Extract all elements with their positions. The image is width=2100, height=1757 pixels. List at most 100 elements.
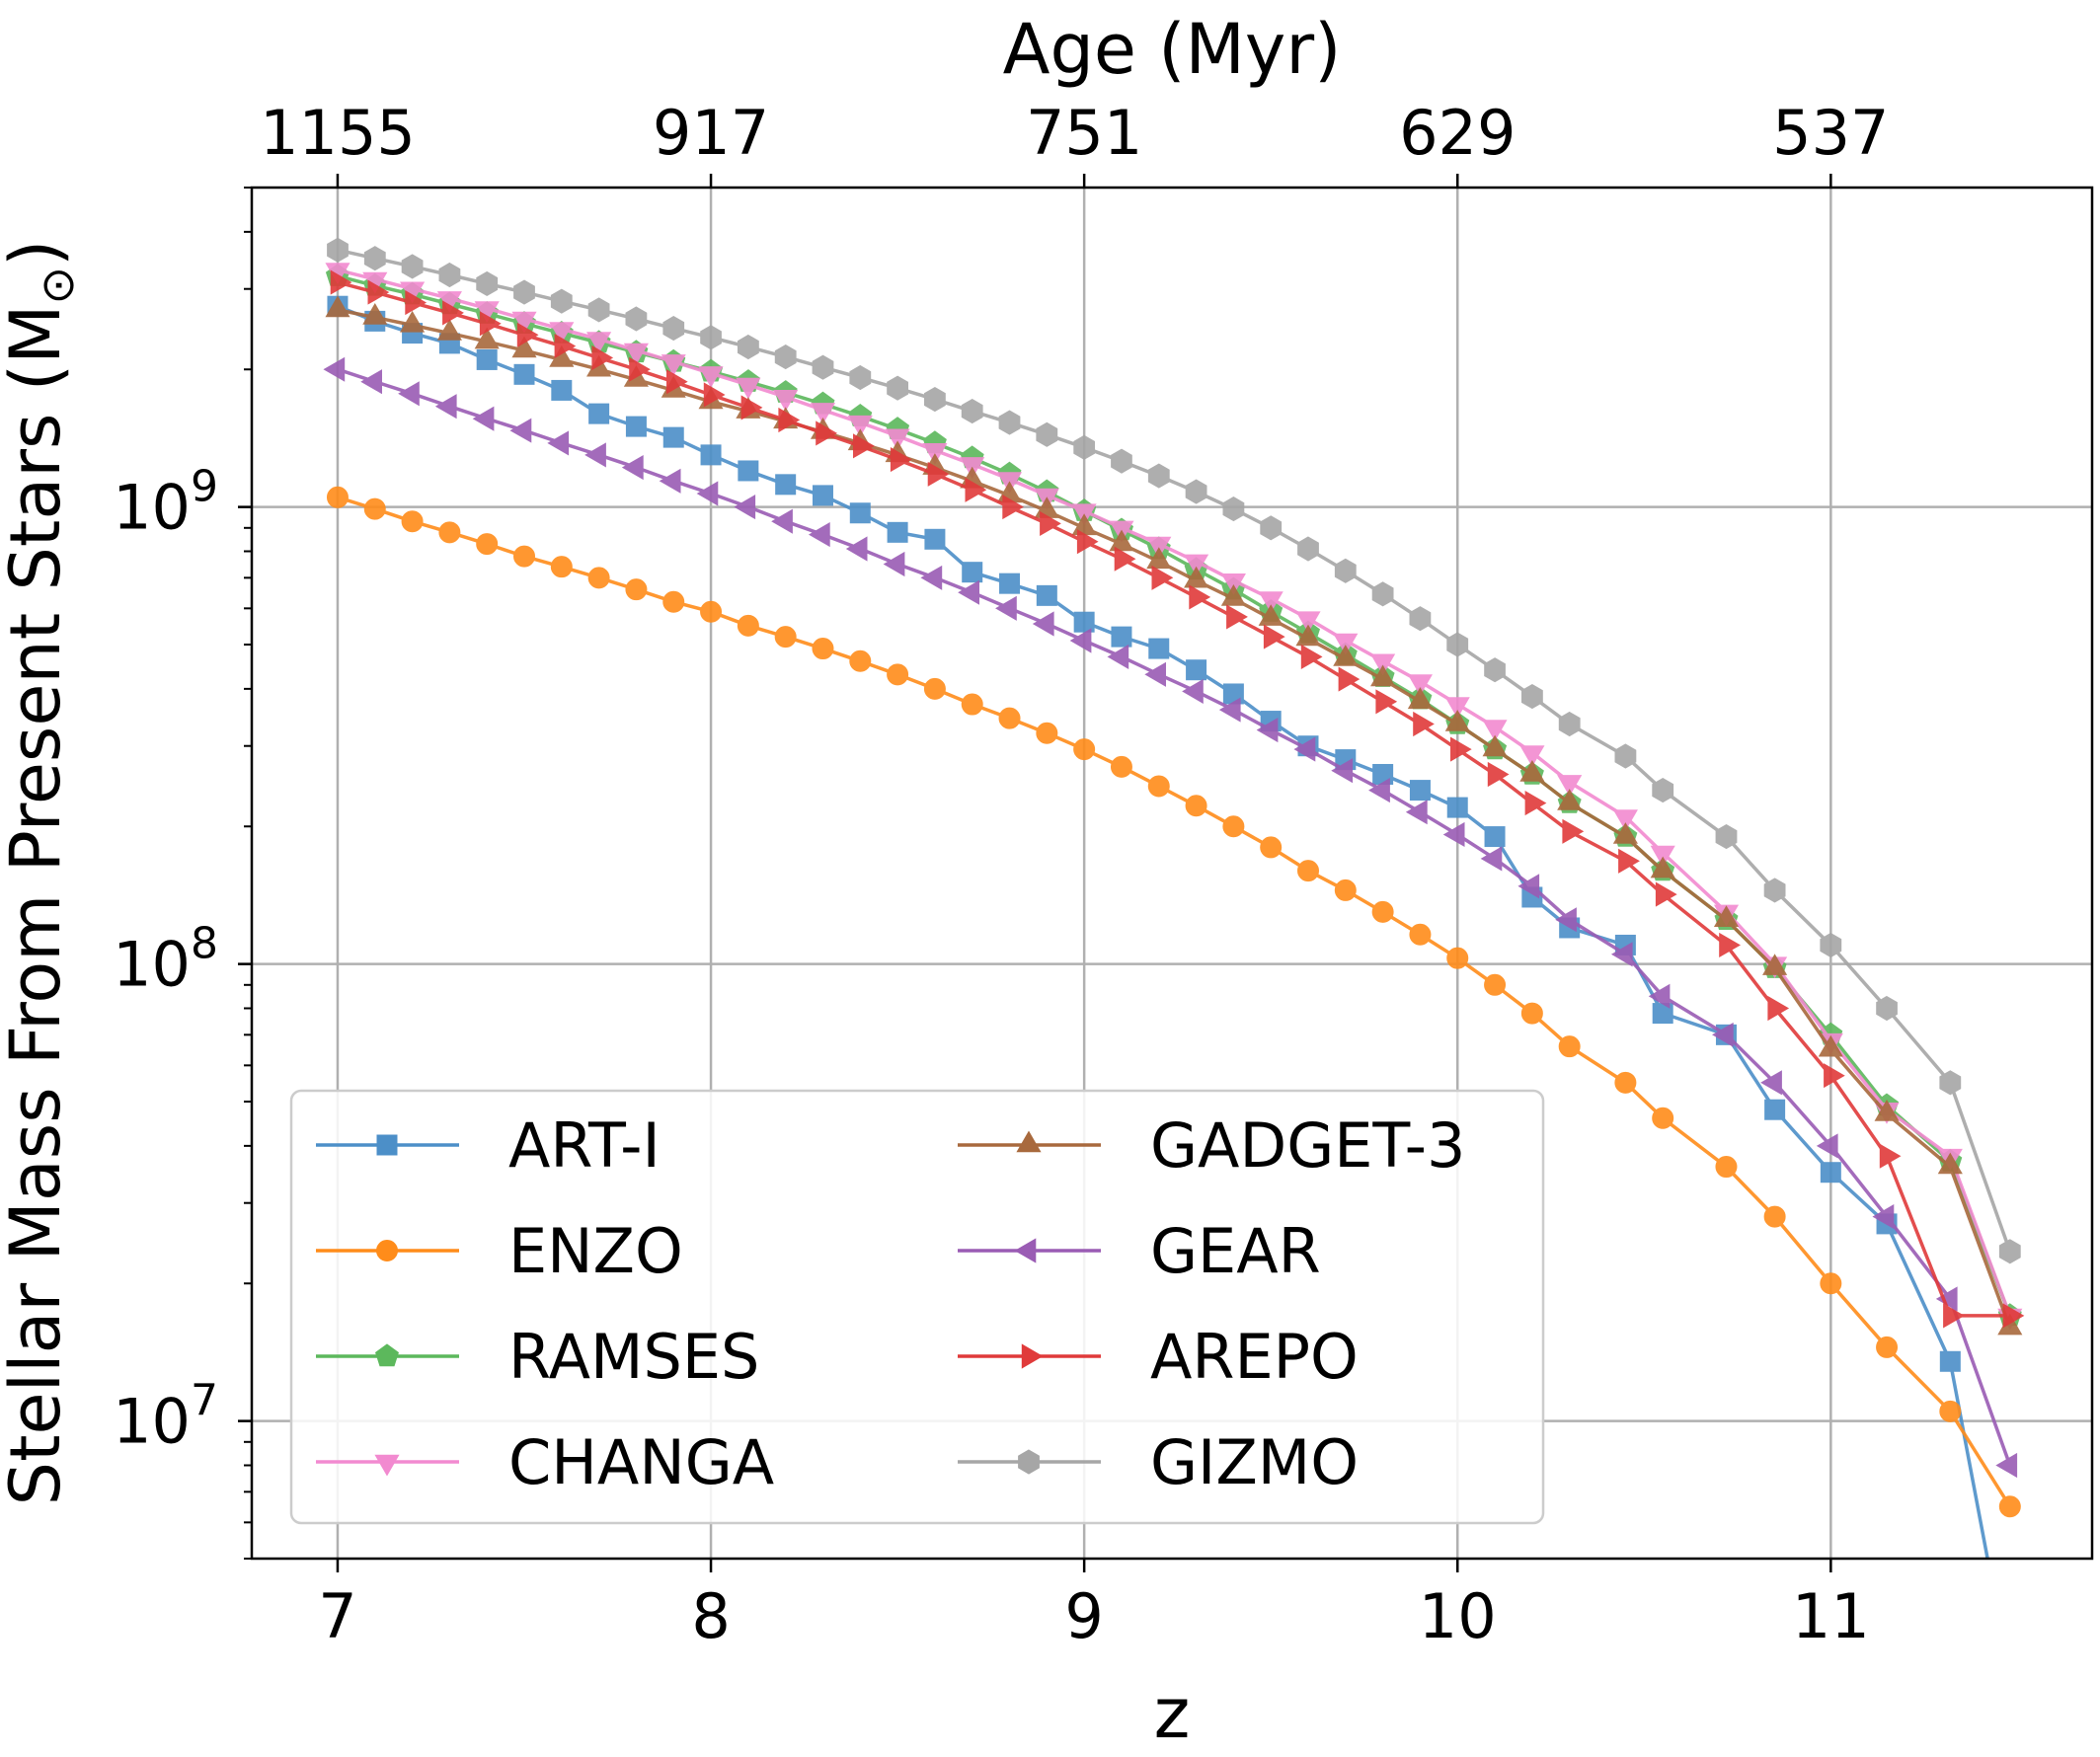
data-point [1484, 657, 1506, 683]
data-point [326, 486, 349, 508]
data-point [849, 649, 872, 672]
y-tick-exponent: 9 [191, 462, 218, 512]
data-point [1371, 581, 1394, 607]
data-point [775, 474, 797, 496]
data-point [1820, 1162, 1841, 1184]
data-point [1480, 846, 1503, 872]
data-point [621, 455, 644, 481]
data-point [1939, 1400, 1962, 1422]
data-point [738, 460, 759, 482]
legend-marker [374, 1454, 400, 1477]
data-point [1073, 434, 1095, 460]
data-point [994, 595, 1017, 621]
data-point [1300, 644, 1323, 669]
data-point [550, 556, 573, 578]
data-point [1767, 995, 1790, 1022]
data-point [1650, 845, 1675, 868]
plot-frame [250, 186, 2094, 1561]
top-tick-label: 751 [1026, 97, 1142, 169]
data-point [1144, 661, 1166, 687]
data-point [999, 573, 1021, 594]
data-point [1818, 1034, 1843, 1057]
data-point [363, 497, 386, 520]
data-point [1409, 780, 1431, 802]
data-point [659, 468, 681, 494]
data-point [734, 495, 756, 520]
data-point [1111, 626, 1132, 648]
data-point [1297, 536, 1319, 562]
data-point [1655, 881, 1677, 907]
x-tick-label: 9 [1064, 1580, 1103, 1652]
legend-marker [1016, 1130, 1042, 1153]
data-point [736, 377, 761, 400]
data-point [516, 322, 539, 347]
top-tick-label: 629 [1399, 97, 1516, 169]
series-enzo [326, 486, 2021, 1518]
data-point [849, 502, 871, 524]
data-point [1764, 1099, 1786, 1120]
data-point [1334, 558, 1357, 583]
data-point [436, 319, 462, 341]
data-point [853, 433, 875, 459]
data-point [700, 444, 722, 466]
data-point [1405, 800, 1428, 825]
data-point [625, 306, 648, 332]
data-point [400, 310, 426, 333]
data-point [1562, 818, 1585, 844]
data-point [1520, 1002, 1543, 1025]
data-point [1519, 760, 1545, 782]
data-point [809, 522, 830, 548]
data-point [958, 579, 979, 605]
data-point [554, 334, 577, 359]
data-point [1370, 664, 1396, 687]
data-point [883, 551, 905, 577]
data-point [1333, 633, 1359, 655]
y-tick-label: 109 [113, 462, 218, 544]
data-point [1820, 932, 1842, 958]
y-tick-label: 108 [113, 919, 218, 1001]
data-point [1069, 628, 1092, 653]
data-point [1558, 1035, 1581, 1058]
x-tick-label: 11 [1792, 1580, 1870, 1652]
data-point [1258, 604, 1283, 626]
y-tick-exponent: 7 [191, 1376, 218, 1426]
data-point [401, 510, 424, 533]
data-point [1487, 761, 1510, 788]
data-point [847, 415, 873, 437]
data-point [1618, 848, 1640, 874]
data-point [816, 420, 838, 446]
data-point [998, 707, 1021, 729]
data-point [1652, 1107, 1674, 1129]
data-point [700, 325, 722, 350]
data-point [738, 334, 759, 360]
data-point [398, 381, 420, 407]
data-point [666, 369, 688, 395]
legend-item-gear: GEAR [958, 1215, 1321, 1287]
data-point [1226, 604, 1248, 630]
data-point [1110, 755, 1132, 778]
data-point [1368, 778, 1390, 803]
data-point [1114, 546, 1136, 572]
data-point [1995, 1452, 2018, 1479]
data-point [1762, 954, 1788, 975]
data-point [845, 536, 868, 562]
data-point [1146, 547, 1172, 570]
x-tick-label: 10 [1419, 1580, 1497, 1652]
series-gear [323, 356, 2018, 1479]
legend-item-ramses: RAMSES [316, 1321, 759, 1393]
data-point [513, 545, 536, 568]
data-point [360, 369, 382, 395]
data-point [924, 387, 946, 413]
x-tick-label: 8 [691, 1580, 730, 1652]
y-tick-label: 107 [113, 1376, 218, 1458]
data-point [1182, 678, 1204, 704]
data-point [885, 428, 910, 451]
data-point [849, 364, 872, 391]
data-point [2002, 1303, 2025, 1329]
data-point [1036, 584, 1057, 606]
data-point [1036, 421, 1058, 447]
data-point [1939, 1070, 1962, 1096]
legend-item-changa: CHANGA [316, 1426, 774, 1498]
data-point [1189, 584, 1211, 610]
data-point [1998, 1239, 2021, 1264]
